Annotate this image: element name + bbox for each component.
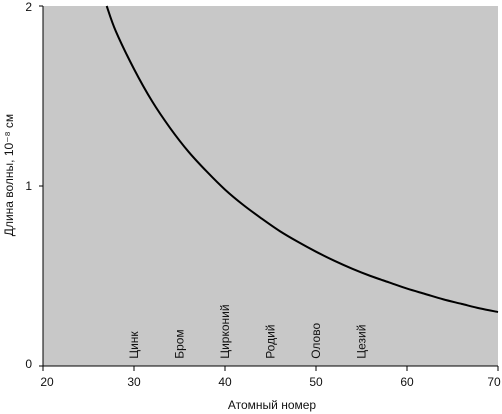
x-tick-label: 60 — [400, 375, 414, 389]
tick-label-layer: 20 30 40 50 60 70 0 1 2 — [25, 0, 501, 389]
x-axis-label: Атомный номер — [228, 398, 317, 412]
element-annotation: Родий — [264, 325, 278, 359]
element-annotation: Олово — [309, 323, 323, 359]
x-tick-label: 20 — [40, 375, 54, 389]
series-line — [105, 5, 499, 313]
y-tick-label: 1 — [25, 179, 32, 193]
element-annotation: Бром — [173, 329, 187, 358]
plot-area — [43, 6, 498, 366]
annotation-layer: Цинк Бром Цирконий Родий Олово Цезий — [127, 304, 369, 358]
x-tick-label: 70 — [487, 375, 501, 389]
element-annotation: Цирконий — [218, 304, 232, 358]
element-annotation: Цинк — [127, 331, 141, 359]
element-annotation: Цезий — [355, 325, 369, 359]
x-tick-label: 50 — [309, 375, 323, 389]
tick-marks — [39, 5, 499, 371]
x-tick-label: 30 — [127, 375, 141, 389]
y-axis-label: Длина волны, 10⁻⁸ см — [2, 114, 16, 236]
y-tick-label: 2 — [25, 0, 32, 14]
x-tick-label: 40 — [218, 375, 232, 389]
series-layer — [105, 5, 499, 313]
y-tick-label: 0 — [25, 357, 32, 371]
